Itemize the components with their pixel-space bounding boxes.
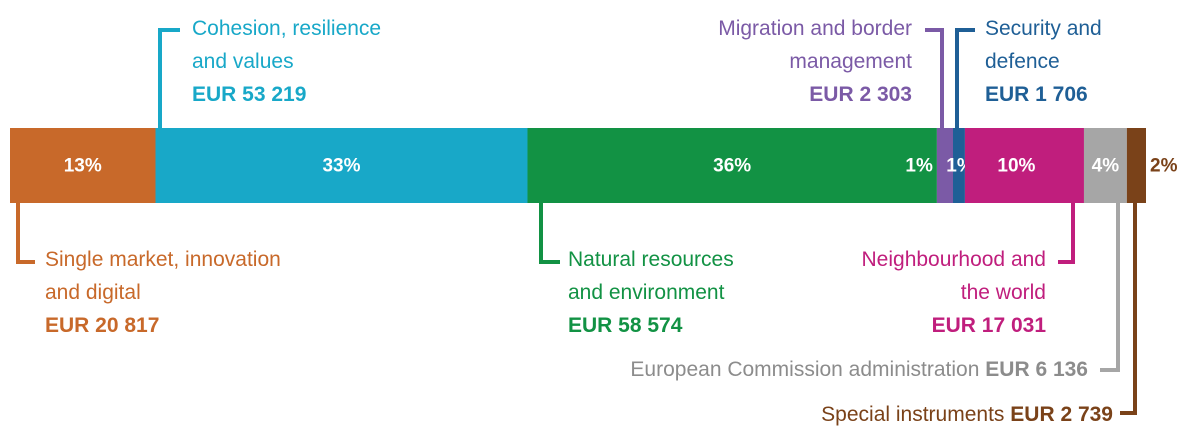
share-label: 1% [905,156,933,177]
segment-value: EUR 53 219 [192,83,307,106]
share-label: 13% [64,156,102,177]
share-label: 4% [1092,156,1120,177]
segment-label: Security and defence EUR 1 706 [985,12,1125,111]
bar-segment [1083,128,1127,203]
segment-label: Migration and border management EUR 2 303 [677,12,912,111]
segment-name: Single market, innovation and digital [45,248,281,304]
segment-name: Special instruments [821,403,1005,426]
leader-line [955,28,975,128]
bar-segment [155,128,528,203]
bar-segment [953,128,965,203]
segment-value: EUR 6 136 [985,358,1088,381]
segment-value: EUR 1 706 [985,83,1088,106]
leader-line [1058,203,1075,264]
bar-segment [936,128,954,203]
bar-segment [527,128,937,203]
bar-segment [10,128,156,203]
segment-name: Migration and border management [718,17,912,73]
segment-label: Single market, innovation and digital EUR… [45,243,310,342]
bar-segment [964,128,1084,203]
segment-name: Neighbourhood and the world [861,248,1047,304]
share-label: 2% [1150,156,1178,177]
leader-line [925,28,944,128]
leader-line [539,203,560,264]
leader-line [16,203,35,264]
segment-value: EUR 2 303 [809,83,912,106]
share-label: 36% [713,156,751,177]
share-label: 33% [322,156,360,177]
segment-value: EUR 20 817 [45,314,160,337]
segment-label: Neighbourhood and the world EUR 17 031 [836,243,1047,342]
bar-segment [1126,128,1146,203]
segment-name: Cohesion, resilience and values [192,17,382,73]
segment-label: Special instruments EUR 2 739 [513,398,1113,427]
segment-label: Natural resources and environment EUR 58 … [568,243,763,342]
segment-label: Cohesion, resilience and values EUR 53 21… [192,12,407,111]
leader-line [1120,203,1137,415]
segment-name: Natural resources and environment [568,248,734,304]
leader-line [1100,203,1120,372]
segment-name: European Commission administration [630,358,980,381]
segment-value: EUR 2 739 [1010,403,1113,426]
share-label: 10% [997,156,1035,177]
segment-value: EUR 17 031 [931,314,1046,337]
leader-line [158,28,180,128]
segment-label: European Commission administration EUR 6… [488,353,1088,386]
segment-value: EUR 58 574 [568,314,683,337]
segment-name: Security and defence [985,17,1102,73]
